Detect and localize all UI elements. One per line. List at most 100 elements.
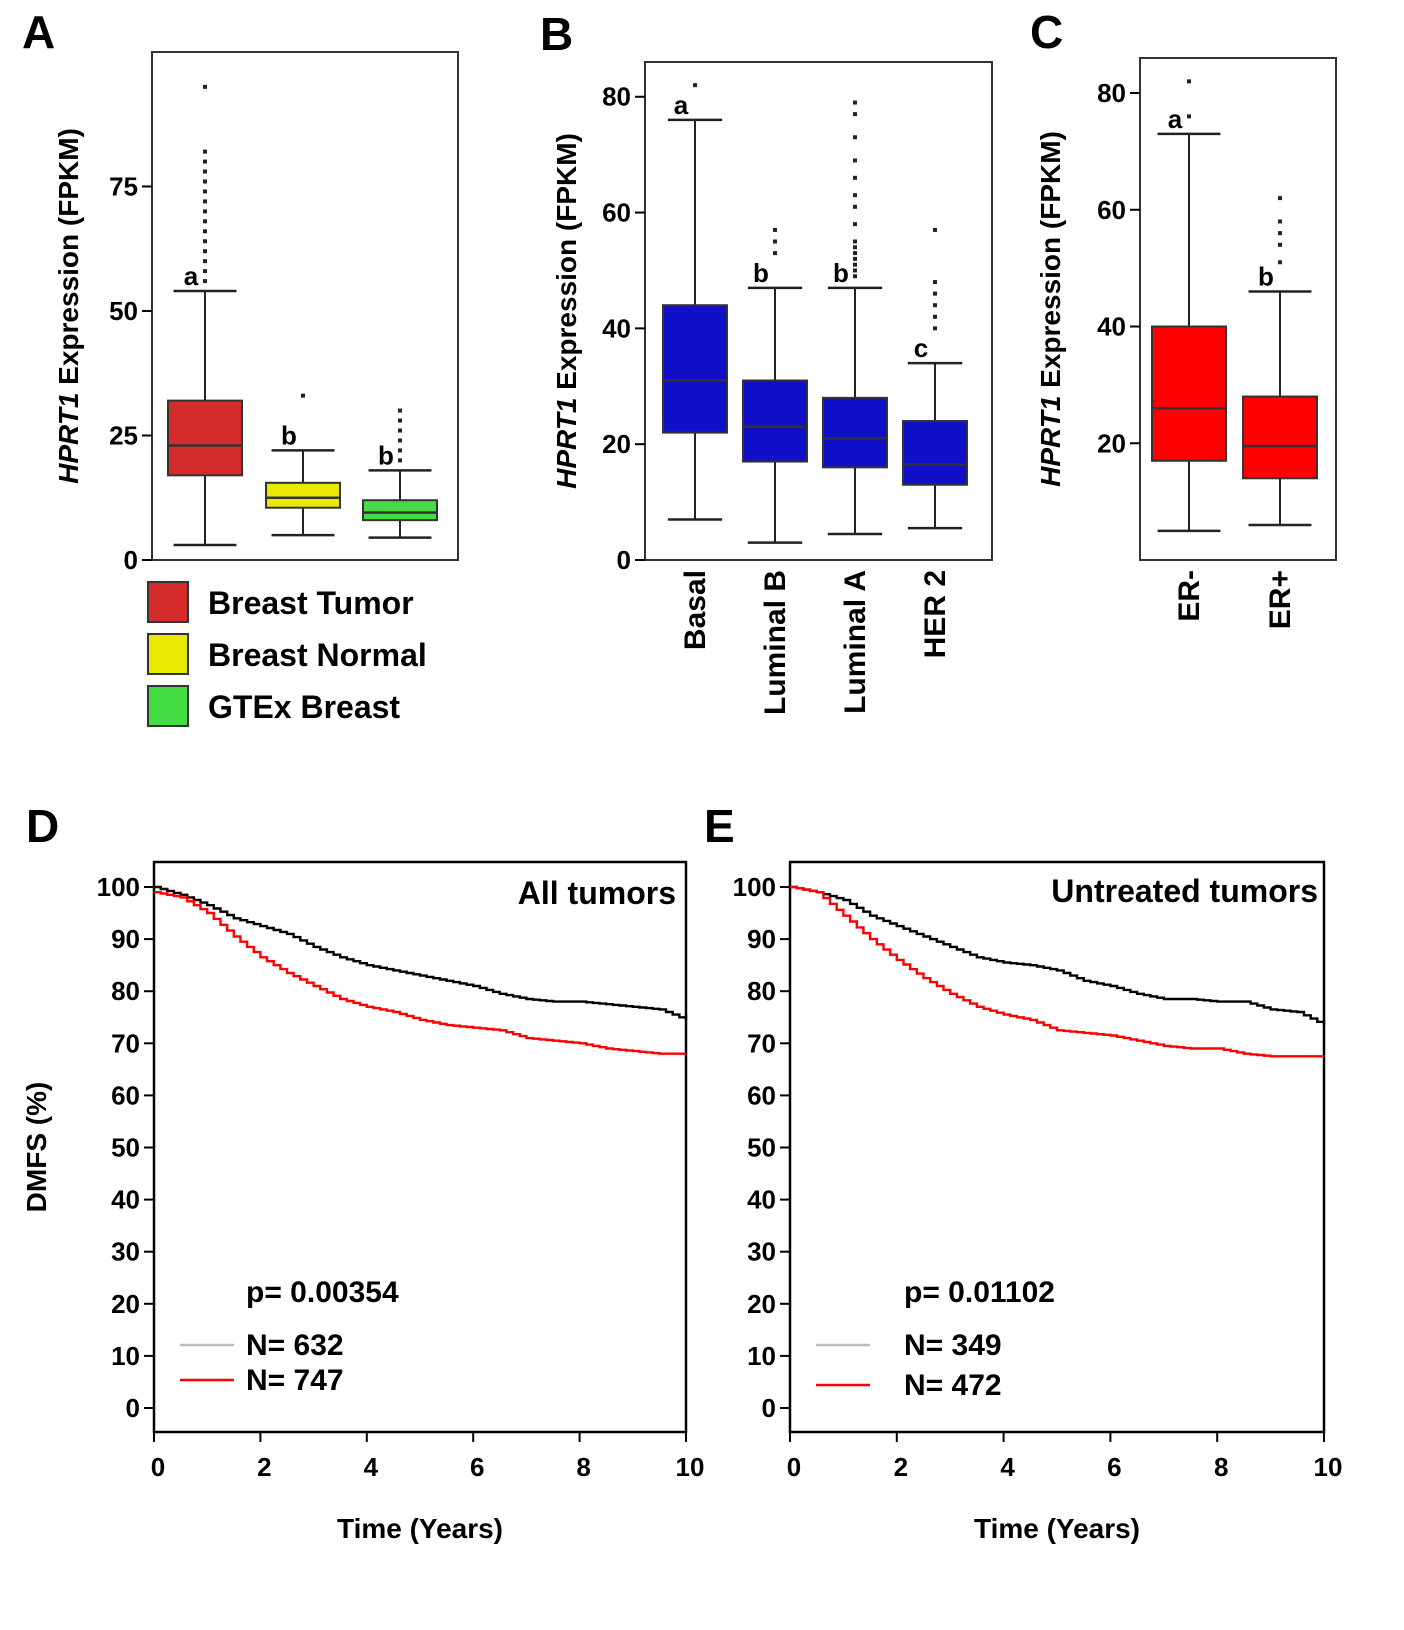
outlier-point bbox=[853, 158, 857, 163]
significance-letter: b bbox=[378, 440, 394, 470]
outlier-point bbox=[203, 259, 207, 264]
x-tick-label-D-2: 4 bbox=[364, 1452, 379, 1482]
outlier-point bbox=[203, 179, 207, 184]
box-C-0: a ER- bbox=[1151, 79, 1227, 622]
plot-frame-A bbox=[151, 51, 459, 561]
y-tick-label-E-7: 70 bbox=[747, 1028, 776, 1058]
outlier-point bbox=[1278, 219, 1282, 224]
legend-label-1: Breast Normal bbox=[208, 637, 427, 673]
p-value-E: p= 0.01102 bbox=[904, 1276, 1055, 1309]
y-tick-label-E-8: 80 bbox=[747, 976, 776, 1006]
outlier-point bbox=[301, 393, 305, 398]
outlier-point bbox=[1278, 242, 1282, 247]
outlier-point bbox=[773, 251, 777, 256]
outlier-point bbox=[773, 239, 777, 244]
y-tick-label-D-3: 30 bbox=[111, 1237, 140, 1267]
x-tick-label-D-3: 6 bbox=[470, 1452, 484, 1482]
outlier-point bbox=[853, 204, 857, 209]
panel-letter-C: C bbox=[1030, 6, 1063, 58]
outlier-point bbox=[933, 303, 937, 308]
category-label: ER+ bbox=[1264, 570, 1297, 629]
x-tick-label-E-0: 0 bbox=[787, 1452, 801, 1482]
y-tick-label-E-3: 30 bbox=[747, 1237, 776, 1267]
outlier-point bbox=[853, 222, 857, 227]
km-legend-label-E-1: N= 472 bbox=[904, 1369, 1002, 1402]
x-tick-label-E-1: 2 bbox=[894, 1452, 908, 1482]
outlier-point bbox=[203, 279, 207, 284]
outlier-point bbox=[933, 280, 937, 285]
outlier-point bbox=[398, 418, 402, 423]
outlier-point bbox=[933, 314, 937, 319]
box-body bbox=[1151, 325, 1227, 462]
y-axis-label-D: DMFS (%) bbox=[21, 1082, 52, 1213]
km-curve-D-0 bbox=[154, 885, 688, 1020]
y-tick-label-D-8: 80 bbox=[111, 976, 140, 1006]
outlier-point bbox=[203, 229, 207, 234]
outlier-point bbox=[853, 100, 857, 105]
outlier-point bbox=[203, 239, 207, 244]
outlier-point bbox=[1278, 231, 1282, 236]
significance-letter: a bbox=[184, 261, 199, 291]
outlier-point bbox=[203, 219, 207, 224]
km-legend-label-E-0: N= 349 bbox=[904, 1329, 1002, 1362]
outlier-point bbox=[1187, 79, 1191, 84]
y-tick-label-A-3: 75 bbox=[109, 171, 138, 201]
outlier-point bbox=[398, 428, 402, 433]
outlier-point bbox=[398, 408, 402, 413]
box-body bbox=[1242, 395, 1318, 480]
y-axis-label-rest-A: Expression (FPKM) bbox=[53, 128, 84, 392]
significance-letter: b bbox=[281, 420, 297, 450]
box-A-1: b bbox=[265, 393, 341, 537]
y-tick-label-B-0: 0 bbox=[617, 545, 631, 575]
y-tick-label-E-6: 60 bbox=[747, 1080, 776, 1110]
plot-frame-E bbox=[788, 860, 1326, 1434]
y-tick-label-D-10: 100 bbox=[97, 872, 140, 902]
y-tick-label-D-0: 0 bbox=[126, 1393, 140, 1423]
outlier-point bbox=[853, 245, 857, 250]
outlier-point bbox=[773, 227, 777, 232]
outlier-point bbox=[203, 149, 207, 154]
y-tick-label-D-6: 60 bbox=[111, 1080, 140, 1110]
panel-letter-D: D bbox=[26, 800, 59, 852]
y-tick-label-C-0: 20 bbox=[1097, 428, 1126, 458]
outlier-point bbox=[933, 227, 937, 232]
box-body bbox=[902, 420, 968, 486]
significance-letter: c bbox=[914, 333, 928, 363]
legend-label-0: Breast Tumor bbox=[208, 585, 414, 621]
box-body bbox=[265, 481, 341, 509]
legend-swatch-1 bbox=[147, 633, 189, 675]
box-B-0: a Basal bbox=[662, 83, 728, 650]
x-tick-label-E-5: 10 bbox=[1314, 1452, 1343, 1482]
panel-A: A 0 25 50 75 HPRT1 Expression (FPKM) a b b Breast… bbox=[22, 6, 459, 727]
panel-D: D 0 10 20 30 40 50 60 70 80 90 100 0 2 4 6 8 10 Time (Year… bbox=[21, 800, 704, 1544]
panel-C: C 20 40 60 80 HPRT1 Expression (FPKM) a ER-b ER+ bbox=[1030, 6, 1337, 629]
significance-letter: a bbox=[1168, 104, 1183, 134]
panel-letter-E: E bbox=[704, 800, 735, 852]
km-legend-label-D-0: N= 632 bbox=[246, 1329, 344, 1362]
y-tick-label-D-7: 70 bbox=[111, 1028, 140, 1058]
p-value-D: p= 0.00354 bbox=[246, 1276, 399, 1309]
y-tick-label-D-4: 40 bbox=[111, 1185, 140, 1215]
outlier-point bbox=[398, 448, 402, 453]
category-label: ER- bbox=[1173, 570, 1206, 622]
plot-frame-B bbox=[644, 61, 993, 561]
outlier-point bbox=[853, 112, 857, 117]
y-tick-label-E-10: 100 bbox=[733, 872, 776, 902]
significance-letter: b bbox=[1258, 261, 1274, 291]
category-label: Luminal B bbox=[759, 570, 792, 715]
y-tick-label-E-4: 40 bbox=[747, 1185, 776, 1215]
km-legend-label-D-1: N= 747 bbox=[246, 1364, 344, 1397]
x-tick-label-D-4: 8 bbox=[576, 1452, 590, 1482]
y-tick-label-D-1: 10 bbox=[111, 1341, 140, 1371]
outlier-point bbox=[853, 193, 857, 198]
plot-frame-D bbox=[152, 860, 688, 1434]
outlier-point bbox=[933, 291, 937, 296]
y-tick-label-A-1: 25 bbox=[109, 420, 138, 450]
outlier-point bbox=[203, 199, 207, 204]
x-tick-label-E-3: 6 bbox=[1107, 1452, 1121, 1482]
outlier-point bbox=[853, 256, 857, 261]
box-A-0: a bbox=[167, 84, 243, 547]
y-axis-label-rest-B: Expression (FPKM) bbox=[551, 133, 582, 397]
